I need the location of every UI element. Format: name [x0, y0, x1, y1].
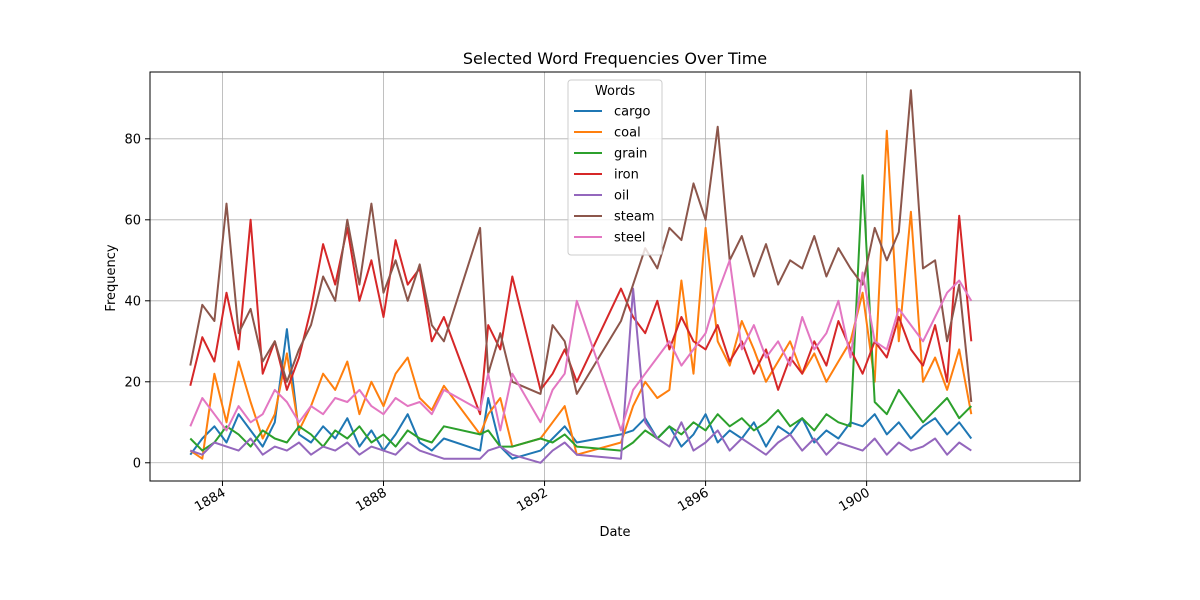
legend-label: steel: [614, 231, 645, 246]
legend-entries: cargo coal grain iron oil steam steel: [574, 105, 655, 246]
legend: Words cargo coal grain iron oil steam steel: [567, 79, 663, 256]
legend-entry-steel: steel: [574, 231, 645, 246]
series-line-cargo: [189, 328, 973, 460]
legend-box: [567, 79, 663, 256]
series-line-oil: [189, 287, 972, 464]
chart-title: Selected Word Frequencies Over Time: [463, 49, 767, 68]
y-tick-label: 80: [124, 132, 141, 147]
y-tick-label: 20: [124, 375, 141, 390]
legend-entry-cargo: cargo: [574, 105, 650, 120]
legend-entry-iron: iron: [574, 168, 639, 183]
x-axis-label: Date: [599, 525, 630, 540]
legend-entry-coal: coal: [574, 126, 641, 141]
y-axis: 0 20 40 60 80: [124, 132, 150, 471]
y-tick-label: 60: [124, 213, 141, 228]
legend-entry-oil: oil: [574, 189, 629, 204]
series-line-grain: [189, 174, 973, 452]
y-tick-label: 40: [124, 294, 141, 309]
legend-label: steam: [614, 210, 655, 225]
legend-label: cargo: [614, 105, 650, 120]
series-line-steel: [189, 259, 973, 432]
legend-label: oil: [614, 189, 629, 204]
plot-frame: [149, 71, 1081, 482]
legend-label: iron: [614, 168, 639, 183]
series-line-steam: [189, 89, 973, 403]
y-axis-label: Frequency: [104, 244, 119, 311]
legend-entry-steam: steam: [574, 210, 655, 225]
series-line-iron: [189, 214, 973, 416]
legend-label: coal: [614, 126, 641, 141]
series-lines: [189, 89, 973, 464]
legend-entry-grain: grain: [574, 147, 647, 162]
legend-title: Words: [595, 84, 635, 99]
y-tick-label: 0: [133, 456, 141, 471]
legend-label: grain: [614, 147, 647, 162]
